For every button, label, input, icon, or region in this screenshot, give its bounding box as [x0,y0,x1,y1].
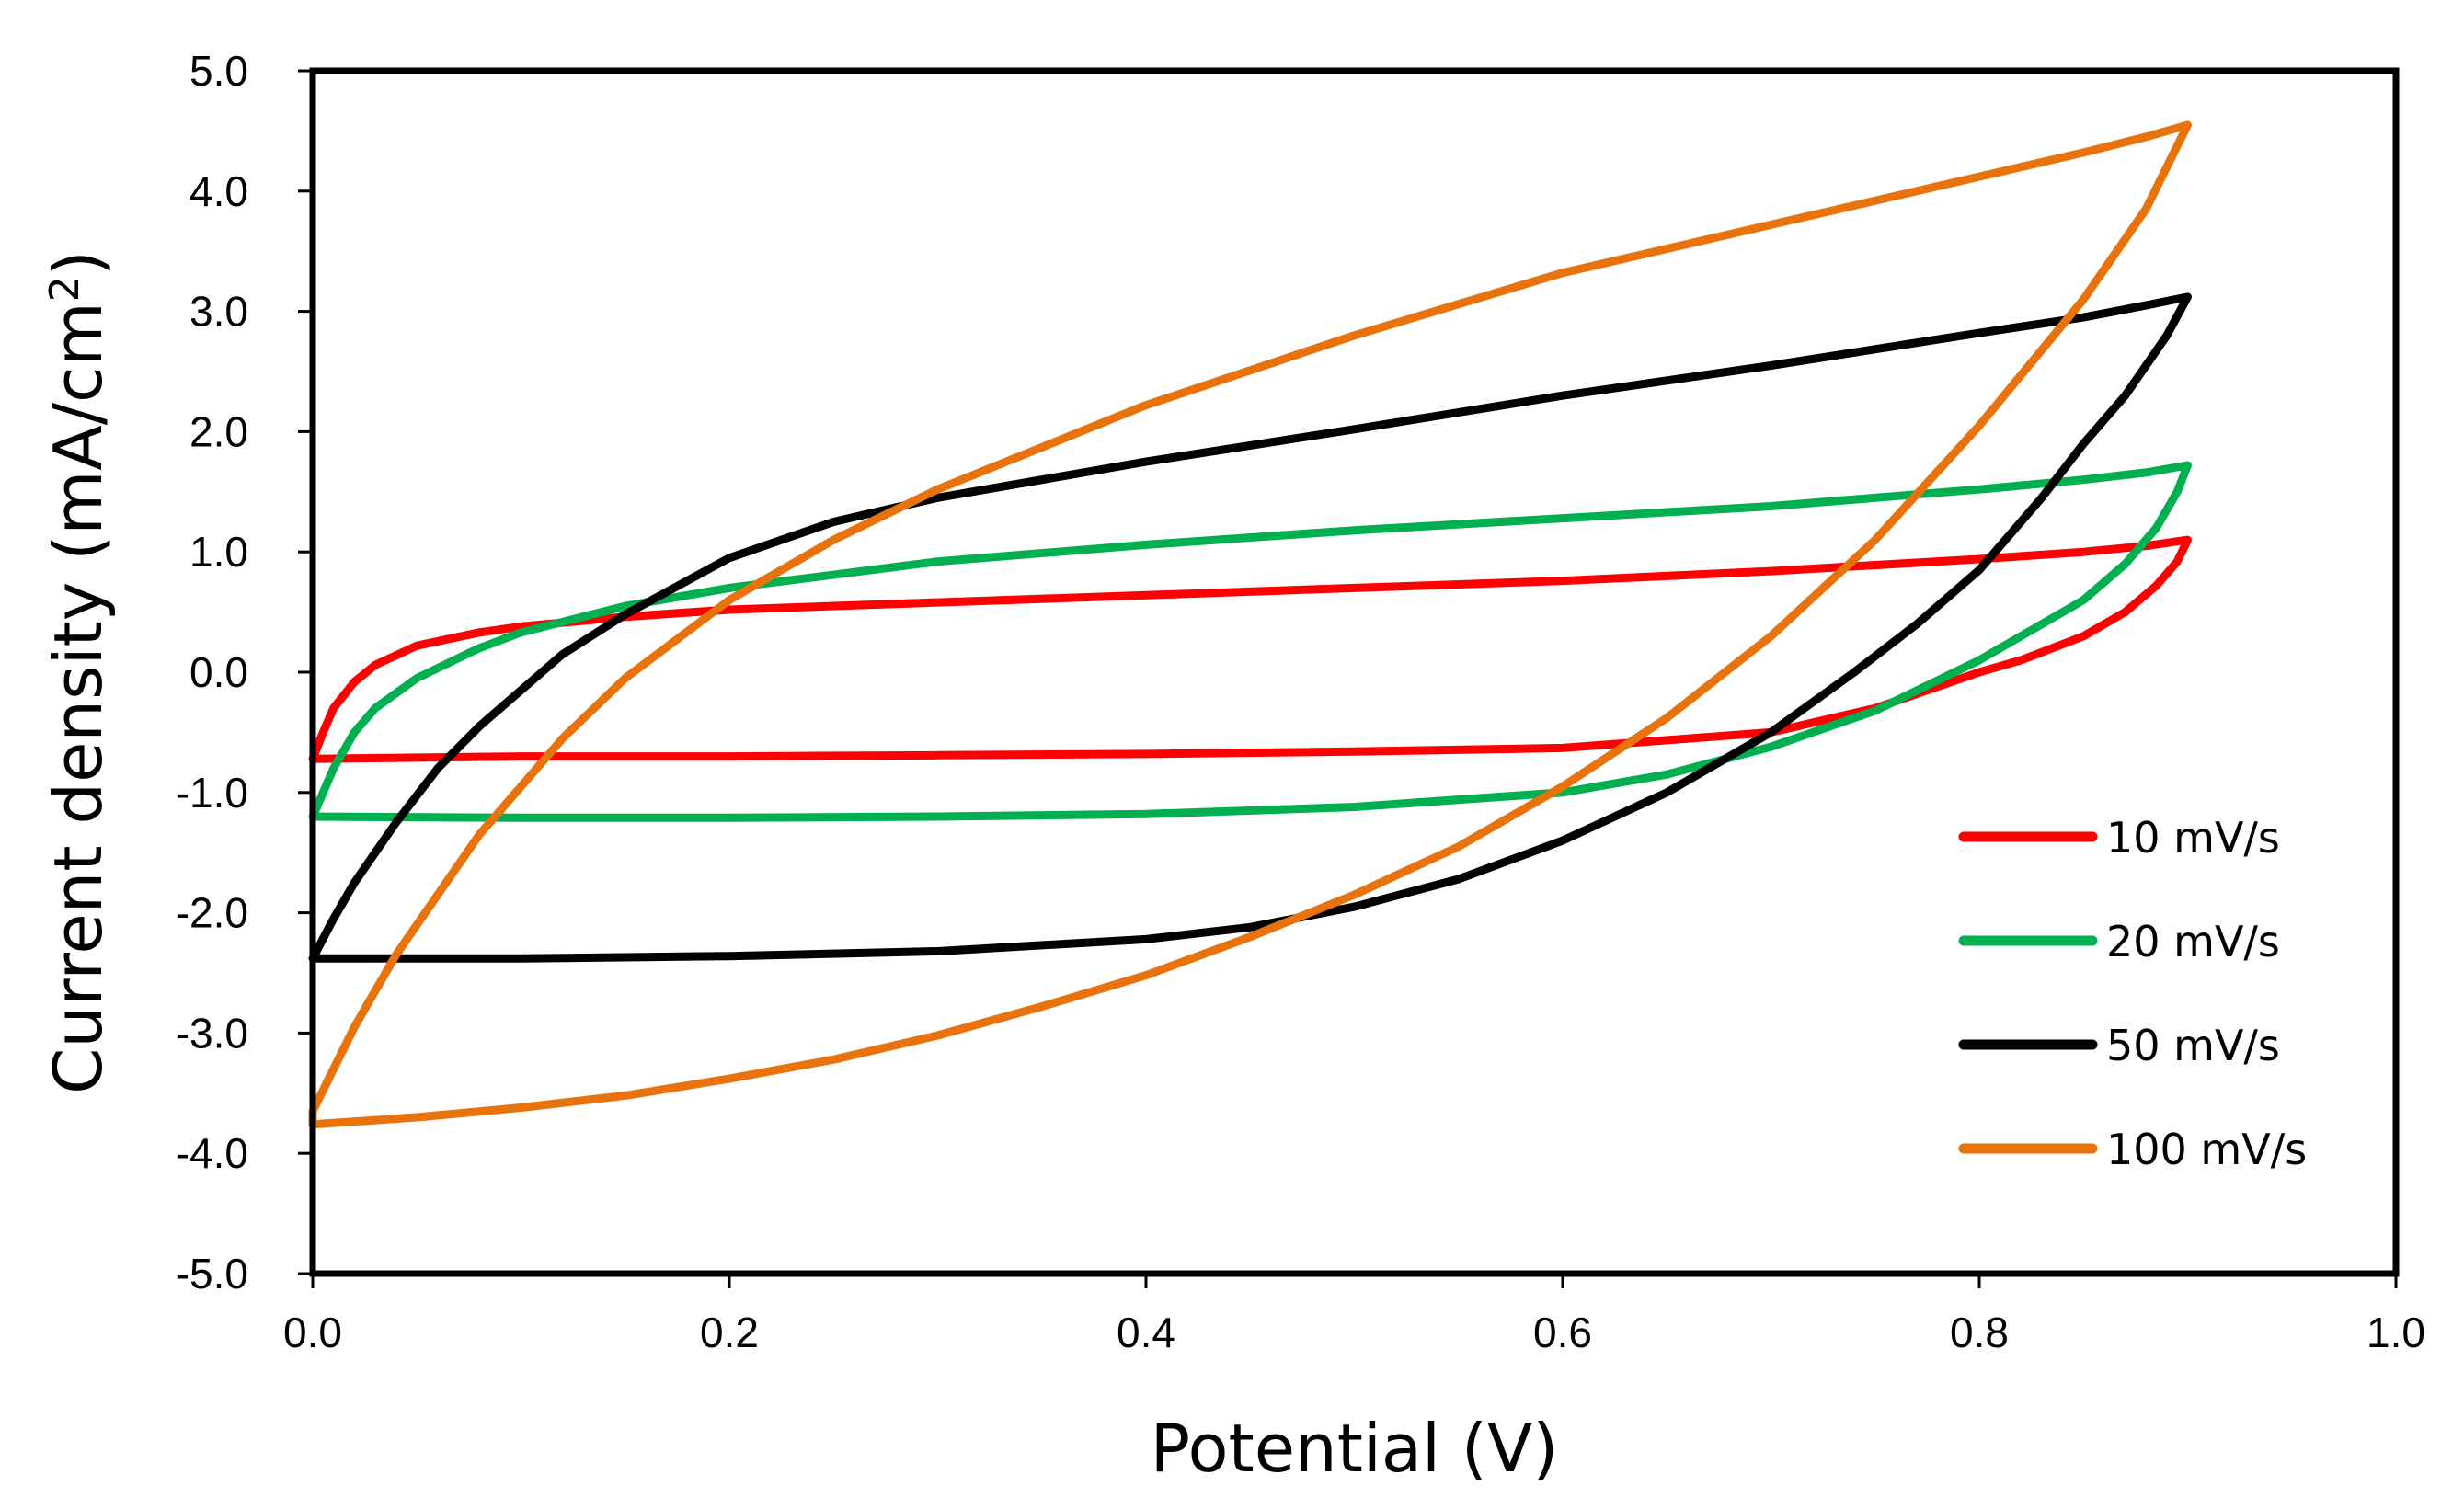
y-axis-title-sup: 2 [41,276,88,302]
legend-label: 100 mV/s [2106,1125,2307,1174]
x-tick-label: 0.0 [283,1309,342,1356]
legend: 10 mV/s 20 mV/s 50 mV/s 100 mV/s [1958,813,2307,1174]
y-axis-ticks: 5.0 4.0 3.0 2.0 1.0 0.0 -1.0 -2.0 -3.0 -4.0 -5.0 [176,47,313,1298]
x-tick-label: 0.4 [1117,1309,1175,1356]
legend-label: 20 mV/s [2106,917,2280,966]
x-tick-label: 1.0 [2367,1309,2425,1356]
y-tick-label: 2.0 [189,407,248,455]
y-tick-label: -1.0 [176,769,248,817]
y-tick-label: -5.0 [176,1250,248,1298]
x-axis-title: Potential (V) [1151,1410,1559,1487]
series-layer [308,120,2192,1129]
series-line-50-mv-s [308,292,2192,963]
legend-label: 10 mV/s [2106,813,2280,863]
x-tick-label: 0.6 [1533,1309,1592,1356]
y-tick-label: -4.0 [176,1129,248,1177]
y-tick-label: 4.0 [189,167,248,215]
series-line-10-mv-s [308,535,2192,763]
y-tick-label: 5.0 [189,47,248,95]
plot-frame [309,67,2400,1277]
legend-label: 50 mV/s [2106,1021,2280,1070]
y-axis-title: Current density (mA/cm2) [40,250,117,1094]
y-tick-label: 3.0 [189,288,248,336]
y-axis-title-close: ) [40,250,117,276]
y-tick-label: -2.0 [176,889,248,937]
y-axis-title-main: Current density (mA/cm [40,302,117,1094]
series-line-100-mv-s [308,120,2192,1129]
y-tick-label: 0.0 [189,648,248,696]
x-axis-ticks: 0.0 0.2 0.4 0.6 0.8 1.0 [283,1274,2425,1356]
series-line-20-mv-s [308,461,2192,822]
x-tick-label: 0.8 [1950,1309,2009,1356]
y-tick-label: -3.0 [176,1009,248,1057]
y-tick-label: 1.0 [189,528,248,576]
x-tick-label: 0.2 [700,1309,759,1356]
